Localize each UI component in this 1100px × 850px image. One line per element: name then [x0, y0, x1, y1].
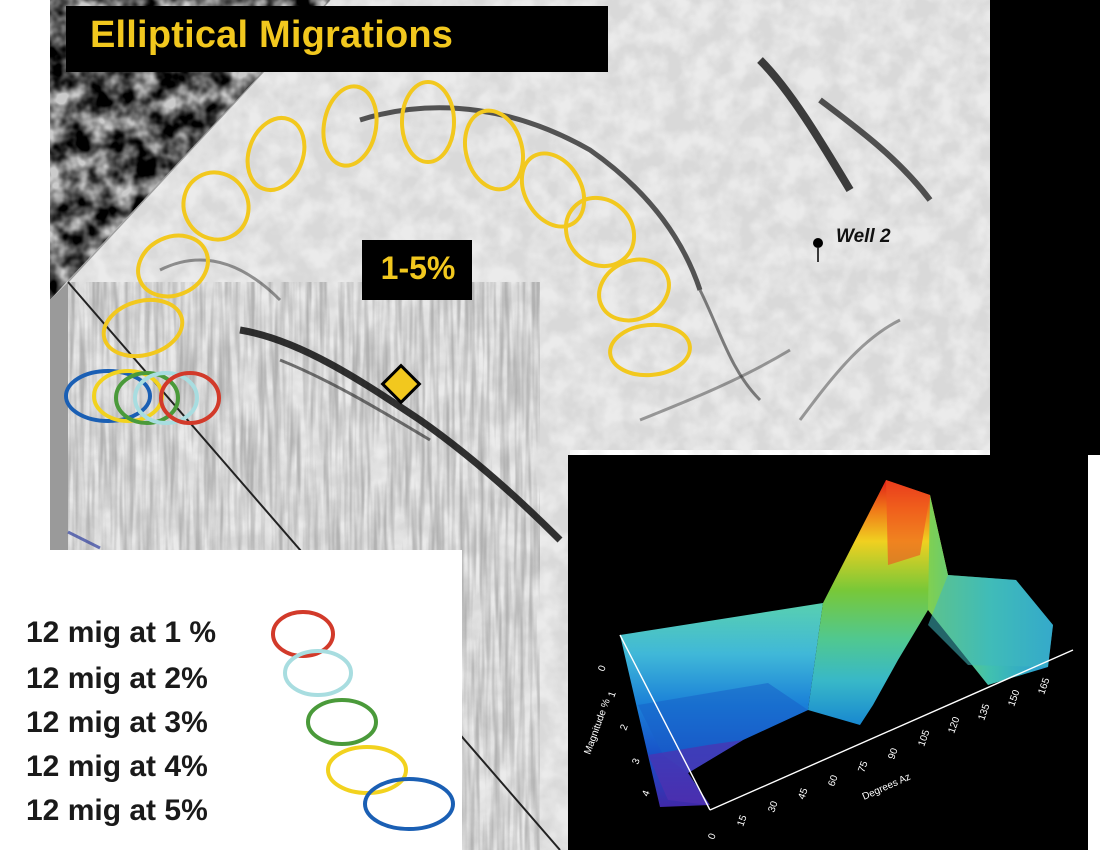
center-label: 1-5%: [380, 250, 456, 286]
migration-ellipses: [101, 80, 692, 378]
legend-item: 12 mig at 1 %: [26, 616, 217, 649]
x-tick: 15: [735, 813, 749, 828]
legend-item: 12 mig at 3%: [26, 706, 208, 739]
x-tick: 120: [946, 715, 962, 735]
colored-ellipse-cluster: [64, 369, 221, 425]
center-label-box: [362, 240, 472, 300]
legend-swatch-1: [271, 610, 335, 658]
x-tick: 75: [856, 759, 870, 774]
ellipse: [463, 108, 525, 192]
legend-swatch-3: [306, 698, 378, 746]
ellipse-5pct: [64, 369, 152, 423]
ellipse-1pct: [159, 371, 221, 425]
title-box: [66, 6, 608, 72]
legend-panel: [0, 550, 462, 850]
y-axis-label: Magnitude %: [582, 697, 612, 756]
well-label: Well 2: [836, 226, 891, 247]
ellipse: [597, 257, 671, 323]
y-tick: 4: [640, 789, 652, 798]
ellipse: [519, 151, 587, 229]
ellipse: [101, 297, 185, 359]
legend-swatches: [271, 610, 455, 831]
legend-swatch-5: [363, 777, 455, 831]
ellipse: [245, 116, 307, 192]
x-tick: 60: [826, 773, 840, 788]
x-tick: 150: [1006, 688, 1022, 708]
x-tick: 165: [1036, 676, 1052, 696]
legend-swatch-4: [326, 745, 408, 795]
ellipse: [608, 322, 692, 378]
x-tick: 105: [916, 728, 932, 748]
ellipse: [181, 170, 251, 242]
legend-item: 12 mig at 4%: [26, 750, 208, 783]
legend-item: 12 mig at 5%: [26, 794, 208, 827]
legend-swatch-2: [283, 649, 353, 697]
surface-plot: 0 1 2 3 4 Magnitude % 0 15 30 45 60 75 9…: [582, 480, 1074, 841]
ellipse: [563, 195, 637, 269]
well-marker: [813, 238, 823, 248]
ellipse: [136, 233, 210, 299]
ellipse-2pct: [133, 371, 199, 425]
ellipse-3pct: [114, 371, 180, 425]
surface-plot-panel: 0 1 2 3 4 Magnitude % 0 15 30 45 60 75 9…: [568, 455, 1088, 850]
x-axis-label: Degrees Az: [861, 772, 913, 803]
center-diamond-marker: [380, 363, 422, 405]
y-tick: 1: [606, 690, 618, 699]
legend-item: 12 mig at 2%: [26, 662, 208, 695]
y-tick: 2: [618, 723, 630, 732]
x-tick: 0: [706, 832, 718, 841]
y-tick: 3: [630, 757, 642, 766]
x-tick: 45: [796, 786, 810, 801]
ellipse: [321, 84, 379, 168]
y-tick: 0: [596, 664, 608, 673]
x-tick: 90: [886, 746, 900, 761]
x-tick: 30: [766, 799, 780, 814]
figure-title: Elliptical Migrations: [90, 14, 454, 56]
x-tick: 135: [976, 702, 992, 722]
ellipse: [400, 80, 456, 164]
